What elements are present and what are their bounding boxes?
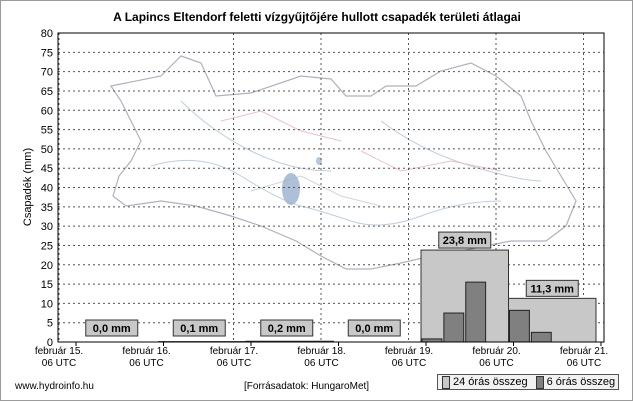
y-tick-label: 25: [41, 240, 53, 252]
y-tick-label: 20: [41, 260, 53, 272]
bar-24h: [421, 250, 509, 342]
y-tick-label: 80: [41, 28, 53, 40]
y-tick-label: 5: [47, 318, 53, 330]
y-tick-label: 55: [41, 125, 53, 137]
legend-swatch-24h: [442, 376, 450, 389]
value-label: 0,2 mm: [268, 323, 306, 335]
value-label: 23,8 mm: [443, 235, 487, 247]
value-label: 11,3 mm: [531, 283, 575, 295]
x-tick-label-date: február 19.: [385, 346, 433, 357]
y-tick-label: 60: [41, 105, 53, 117]
x-tick-label-date: február 20.: [472, 346, 520, 357]
y-tick-label: 65: [41, 86, 53, 98]
x-tick-label-date: február 15.: [35, 346, 83, 357]
legend-item-24h: 24 órás összeg: [442, 376, 528, 389]
x-tick-label-date: február 21.: [560, 346, 608, 357]
bar-6h: [444, 313, 464, 342]
value-label: 0,0 mm: [93, 323, 131, 335]
bar-6h: [466, 282, 486, 342]
bar-6h: [531, 332, 551, 342]
y-tick-label: 70: [41, 67, 53, 79]
legend-label-24h: 24 órás összeg: [453, 376, 528, 388]
data-source: [Forrásadatok: HungaroMet]: [244, 381, 369, 392]
x-tick-label-time: 06 UTC: [479, 358, 513, 369]
x-tick-label-date: február 17.: [210, 346, 258, 357]
chart-title: A Lapincs Eltendorf feletti vízgyűjtőjér…: [113, 10, 521, 24]
y-tick-label: 75: [41, 47, 53, 59]
y-tick-label: 40: [41, 183, 53, 195]
legend: 24 órás összeg 6 órás összeg: [437, 374, 619, 390]
y-tick-label: 15: [41, 279, 53, 291]
x-tick-label-date: február 16.: [122, 346, 170, 357]
x-tick-label-time: 06 UTC: [567, 358, 601, 369]
y-axis-title: Csapadék (mm): [22, 148, 34, 226]
y-tick-label: 35: [41, 202, 53, 214]
y-tick-label: 30: [41, 221, 53, 233]
y-tick-label: 10: [41, 298, 53, 310]
x-tick-label-date: február 18.: [297, 346, 345, 357]
y-tick-label: 50: [41, 144, 53, 156]
value-label: 0,1 mm: [180, 323, 218, 335]
legend-item-6h: 6 órás összeg: [536, 376, 615, 389]
legend-label-6h: 6 órás összeg: [547, 376, 615, 388]
legend-swatch-6h: [536, 376, 544, 389]
bar-6h: [510, 310, 530, 342]
value-label: 0,0 mm: [355, 323, 393, 335]
x-tick-label-time: 06 UTC: [42, 358, 76, 369]
y-tick-label: 45: [41, 163, 53, 175]
x-tick-label-time: 06 UTC: [392, 358, 426, 369]
x-tick-label-time: 06 UTC: [304, 358, 338, 369]
x-tick-label-time: 06 UTC: [129, 358, 163, 369]
x-tick-label-time: 06 UTC: [217, 358, 251, 369]
site-credit: www.hydroinfo.hu: [15, 381, 94, 392]
